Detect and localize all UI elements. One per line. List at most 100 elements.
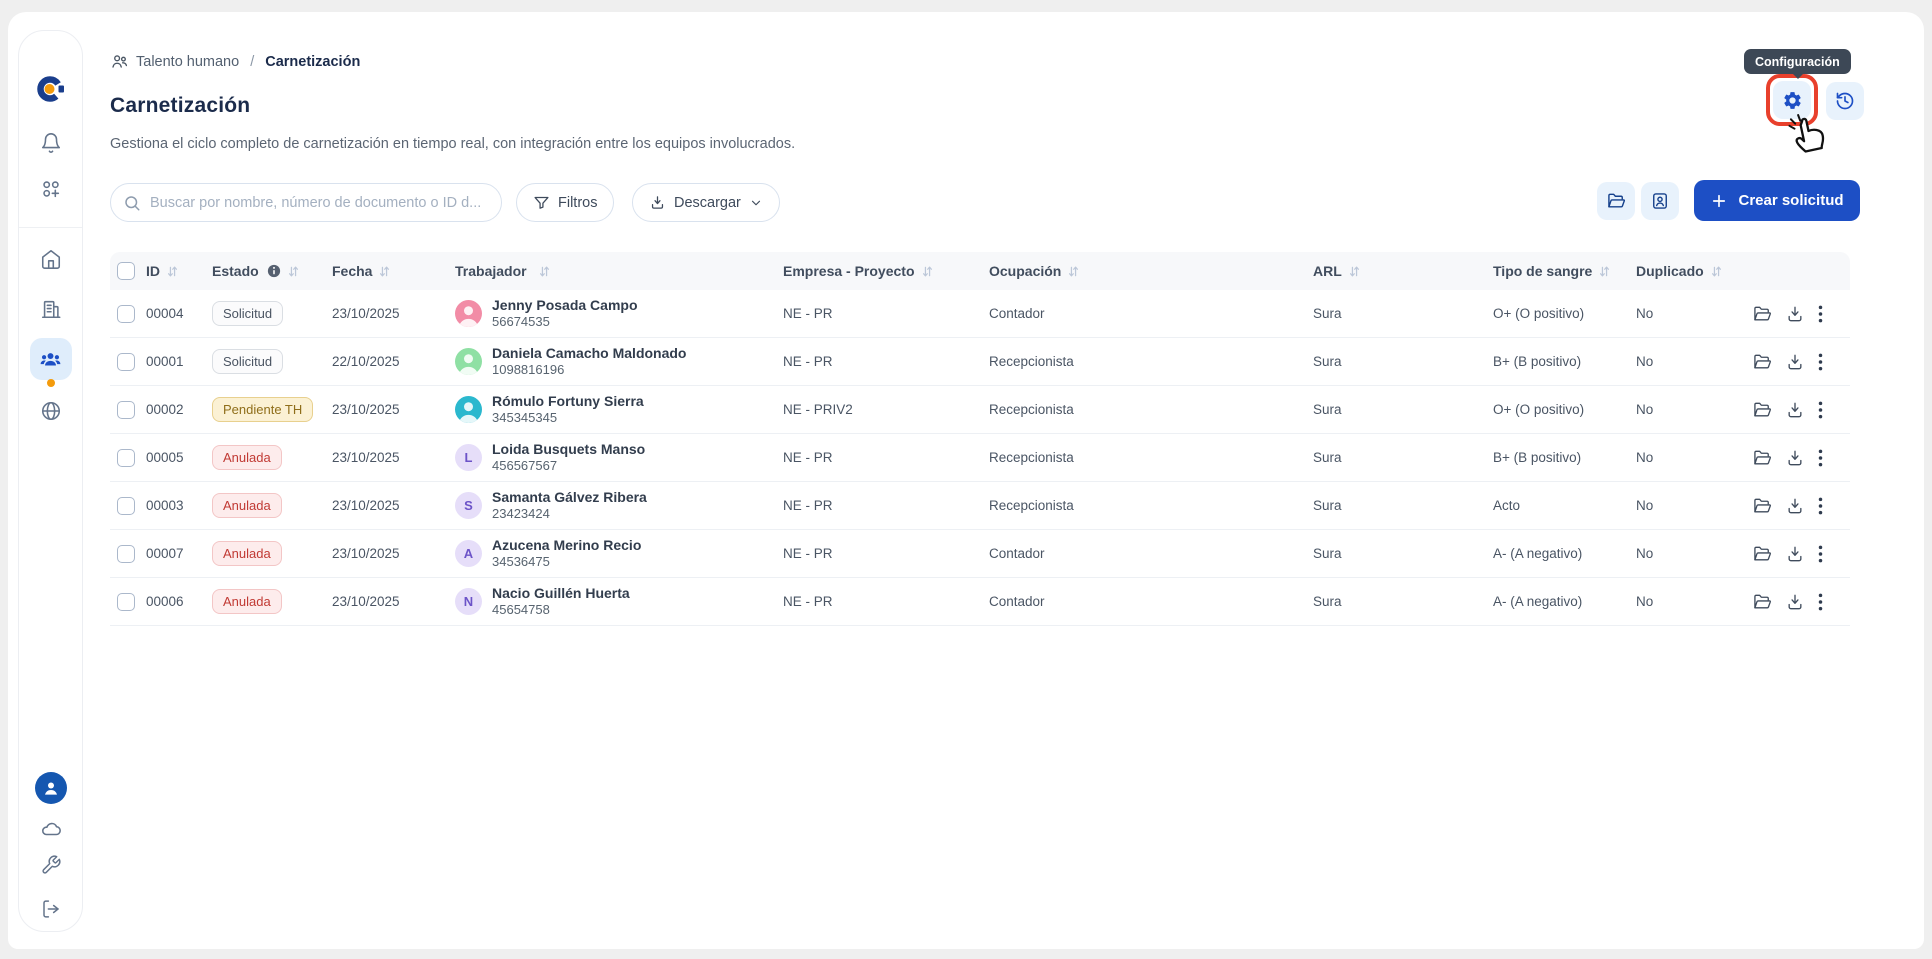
filters-label: Filtros: [558, 194, 598, 211]
col-header-id[interactable]: ID: [146, 263, 212, 279]
filters-button[interactable]: Filtros: [516, 183, 615, 222]
row-folder-button[interactable]: [1752, 448, 1772, 468]
sidebar-divider: [19, 227, 82, 228]
avatar-initial: N: [463, 594, 474, 609]
info-icon[interactable]: [267, 264, 281, 278]
row-more-options-button[interactable]: [1818, 400, 1823, 420]
cell-empresa: NE - PR: [783, 594, 833, 609]
search-icon: [125, 195, 140, 210]
people-group-icon: [40, 352, 61, 366]
folder-view-button[interactable]: [1597, 182, 1635, 220]
sort-icon[interactable]: [1349, 265, 1360, 278]
logout-icon[interactable]: [40, 899, 61, 920]
sort-icon[interactable]: [167, 265, 178, 278]
col-header-empresa[interactable]: Empresa - Proyecto: [783, 263, 989, 279]
select-all-checkbox[interactable]: [117, 262, 135, 280]
row-folder-button[interactable]: [1752, 592, 1772, 612]
table-row[interactable]: 00005 Anulada 23/10/2025 L Loida Busquet…: [110, 434, 1850, 482]
row-folder-button[interactable]: [1752, 400, 1772, 420]
col-header-duplicado[interactable]: Duplicado: [1636, 263, 1752, 279]
row-more-options-button[interactable]: [1818, 592, 1823, 612]
breadcrumb-section[interactable]: Talento humano: [136, 53, 240, 70]
globe-icon[interactable]: [40, 400, 62, 422]
download-icon: [1788, 498, 1802, 513]
row-checkbox[interactable]: [117, 592, 135, 611]
cell-ocupacion: Contador: [989, 546, 1045, 561]
create-request-label: Crear solicitud: [1738, 192, 1844, 209]
status-badge: Anulada: [212, 589, 282, 614]
row-download-button[interactable]: [1785, 592, 1805, 612]
table-row[interactable]: 00001 Solicitud 22/10/2025 Daniela Camac…: [110, 338, 1850, 386]
cell-sangre: B+ (B positivo): [1493, 354, 1582, 369]
create-request-button[interactable]: Crear solicitud: [1694, 180, 1860, 221]
col-header-estado[interactable]: Estado: [212, 263, 332, 279]
home-icon[interactable]: [40, 248, 62, 270]
row-checkbox[interactable]: [117, 448, 135, 467]
person-photo-icon: [458, 306, 479, 327]
row-download-button[interactable]: [1785, 352, 1805, 372]
sidebar-notification-dot: [46, 379, 55, 387]
col-header-sangre[interactable]: Tipo de sangre: [1493, 263, 1636, 279]
tools-wrench-icon[interactable]: [40, 855, 61, 876]
company-building-icon[interactable]: [40, 298, 62, 320]
row-more-options-button[interactable]: [1818, 304, 1823, 324]
table-row[interactable]: 00006 Anulada 23/10/2025 N Nacio Guillén…: [110, 578, 1850, 626]
cell-fecha: 22/10/2025: [332, 354, 400, 369]
row-more-options-button[interactable]: [1818, 496, 1823, 516]
download-icon: [1788, 402, 1802, 417]
id-card-view-button[interactable]: [1641, 182, 1679, 220]
cell-ocupacion: Recepcionista: [989, 498, 1074, 513]
col-header-trabajador[interactable]: Trabajador: [455, 263, 783, 279]
row-more-options-button[interactable]: [1818, 448, 1823, 468]
worker-name: Jenny Posada Campo: [492, 296, 638, 313]
worker-name: Azucena Merino Recio: [492, 536, 642, 553]
row-folder-button[interactable]: [1752, 304, 1772, 324]
row-more-options-button[interactable]: [1818, 352, 1823, 372]
row-folder-button[interactable]: [1752, 544, 1772, 564]
folder-icon: [1754, 450, 1771, 464]
search-box[interactable]: [110, 183, 502, 222]
row-checkbox[interactable]: [117, 400, 135, 419]
col-header-fecha[interactable]: Fecha: [332, 263, 455, 279]
row-download-button[interactable]: [1785, 544, 1805, 564]
notifications-bell-icon[interactable]: [40, 132, 62, 154]
sort-icon[interactable]: [1711, 265, 1722, 278]
table-row[interactable]: 00007 Anulada 23/10/2025 A Azucena Merin…: [110, 530, 1850, 578]
row-more-options-button[interactable]: [1818, 544, 1823, 564]
row-download-button[interactable]: [1785, 496, 1805, 516]
folder-icon: [1754, 402, 1771, 416]
row-checkbox[interactable]: [117, 544, 135, 563]
cloud-icon[interactable]: [40, 818, 62, 840]
row-download-button[interactable]: [1785, 400, 1805, 420]
row-checkbox[interactable]: [117, 352, 135, 371]
history-button[interactable]: [1826, 82, 1864, 120]
sidebar-item-talento-humano[interactable]: [29, 338, 72, 380]
sort-icon[interactable]: [922, 265, 933, 278]
table-row[interactable]: 00003 Anulada 23/10/2025 S Samanta Gálve…: [110, 482, 1850, 530]
sort-icon[interactable]: [539, 265, 550, 278]
row-folder-button[interactable]: [1752, 496, 1772, 516]
gear-icon: [1783, 91, 1801, 109]
sort-icon[interactable]: [379, 265, 390, 278]
apps-add-icon[interactable]: [40, 178, 62, 200]
row-download-button[interactable]: [1785, 448, 1805, 468]
table-row[interactable]: 00004 Solicitud 23/10/2025 Jenny Posada …: [110, 290, 1850, 338]
download-button[interactable]: Descargar: [632, 183, 780, 222]
sidebar: [18, 30, 83, 932]
row-download-button[interactable]: [1785, 304, 1805, 324]
settings-button[interactable]: [1773, 81, 1811, 119]
sort-icon[interactable]: [1068, 265, 1079, 278]
user-avatar[interactable]: [34, 772, 67, 804]
sort-icon[interactable]: [1599, 265, 1610, 278]
row-checkbox[interactable]: [117, 304, 135, 323]
table-row[interactable]: 00002 Pendiente TH 23/10/2025 Rómulo For…: [110, 386, 1850, 434]
sort-icon[interactable]: [288, 265, 299, 278]
row-checkbox[interactable]: [117, 496, 135, 515]
col-header-ocupacion[interactable]: Ocupación: [989, 263, 1313, 279]
download-icon: [1788, 450, 1802, 465]
cell-fecha: 23/10/2025: [332, 594, 400, 609]
col-header-arl[interactable]: ARL: [1313, 263, 1493, 279]
avatar-initial: S: [464, 498, 473, 513]
row-folder-button[interactable]: [1752, 352, 1772, 372]
search-input[interactable]: [150, 194, 489, 211]
